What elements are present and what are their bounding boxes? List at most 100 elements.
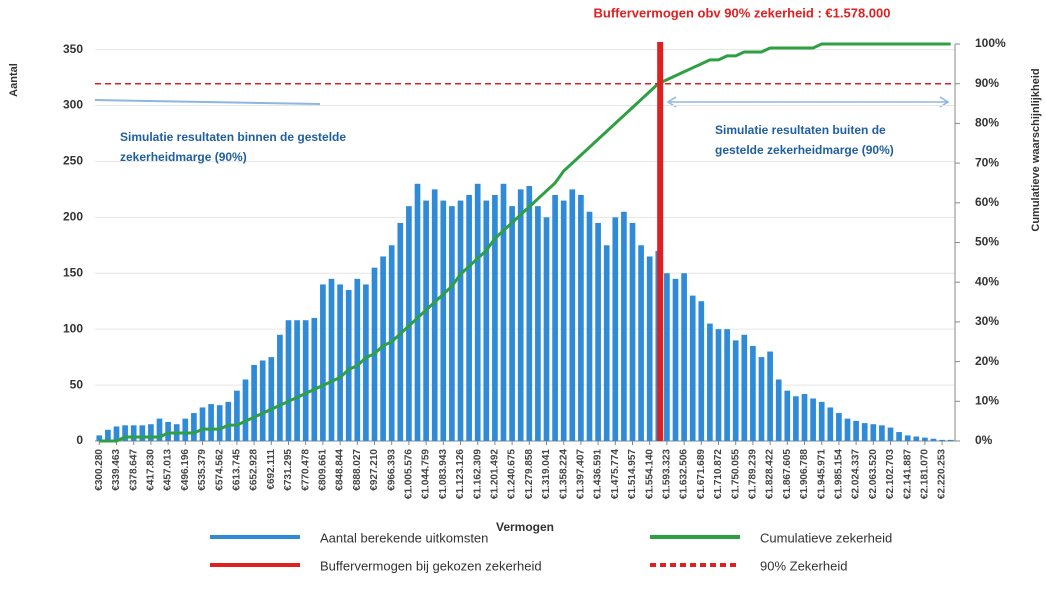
legend-label: Aantal berekende uitkomsten [320, 530, 488, 545]
bar [707, 323, 713, 441]
bar [500, 183, 507, 441]
bar [156, 418, 163, 441]
bar [724, 329, 730, 441]
x-tick-label: €1.201.492 [490, 449, 501, 499]
bar [474, 183, 481, 441]
bar [784, 390, 791, 441]
x-tick-label: €1.554.140 [644, 449, 655, 499]
bar [560, 200, 567, 441]
x-tick-label: €731.295 [283, 449, 294, 491]
x-tick-label: €1.436.591 [593, 449, 604, 499]
y2-tick-label: 20% [975, 354, 999, 368]
x-tick-label: €613.745 [232, 449, 243, 491]
annotation: Simulatie resultaten buiten de [715, 123, 886, 137]
bar [380, 256, 386, 441]
x-tick-label: €1.475.774 [610, 449, 621, 499]
x-tick-label: €1.710.872 [713, 449, 724, 499]
bar [483, 200, 490, 441]
bar [449, 206, 455, 441]
bar [182, 418, 189, 441]
y-tick-label: 100 [63, 321, 83, 335]
x-tick-label: €1.005.576 [404, 449, 415, 499]
x-tick-label: €2.102.703 [885, 449, 896, 499]
x-tick-label: €1.671.689 [696, 449, 707, 499]
bar [302, 320, 309, 441]
x-tick-label: €417.830 [146, 449, 157, 491]
bar [354, 278, 361, 441]
bar [552, 194, 558, 441]
bar [130, 425, 137, 441]
x-tick-label: €1.514.957 [627, 449, 638, 499]
cumulative-line [99, 42, 951, 443]
bar [526, 186, 533, 441]
bar [268, 357, 275, 441]
bar [586, 211, 593, 441]
bar [509, 206, 515, 441]
bar [913, 436, 920, 441]
bar [543, 217, 550, 441]
bar [836, 413, 842, 441]
bar [904, 435, 911, 441]
x-tick-label: €1.945.971 [816, 449, 827, 499]
bar [612, 217, 619, 441]
x-tick-label: €378.647 [128, 449, 139, 491]
bar [165, 421, 171, 441]
y-tick-label: 250 [63, 154, 83, 168]
x-tick-label: €1.358.224 [558, 449, 569, 499]
legend-label: 90% Zekerheid [760, 558, 847, 573]
bar [423, 200, 429, 441]
x-tick-label: €652.928 [249, 449, 260, 491]
x-tick-label: €300.280 [94, 449, 105, 491]
bar [827, 407, 834, 441]
annotation: Simulatie resultaten binnen de gestelde [120, 130, 346, 144]
x-tick-label: €848.844 [335, 449, 346, 491]
bar [638, 245, 644, 441]
bar [311, 317, 318, 441]
annotation: gestelde zekerheidmarge (90%) [715, 143, 894, 157]
x-tick-label: €1.319.041 [541, 449, 552, 499]
x-tick-label: €1.632.506 [679, 449, 690, 499]
bar [698, 301, 705, 441]
bar [345, 290, 352, 441]
bar [621, 211, 627, 441]
bar [191, 413, 197, 441]
bar [603, 245, 610, 441]
bar [148, 424, 154, 441]
x-tick-label: €927.210 [369, 449, 380, 491]
y2-tick-label: 50% [975, 235, 999, 249]
bar [492, 194, 498, 441]
y2-tick-label: 70% [975, 155, 999, 169]
x-tick-label: €2.141.887 [902, 449, 913, 499]
x-tick-label: €1.240.675 [507, 449, 518, 499]
bar [672, 278, 679, 441]
x-tick-label: €888.027 [352, 449, 363, 491]
bar [569, 189, 576, 441]
x-tick-label: €1.867.605 [782, 449, 793, 499]
bar [535, 206, 541, 441]
bar [139, 425, 146, 441]
x-tick-label: €809.661 [318, 449, 329, 491]
chart-title: Buffervermogen obv 90% zekerheid : €1.57… [594, 5, 891, 20]
y2-tick-label: 90% [975, 76, 999, 90]
bar [818, 401, 825, 441]
x-tick-label: €1.828.422 [765, 449, 776, 499]
x-tick-label: €496.196 [180, 449, 191, 491]
bar [741, 334, 748, 441]
bar [939, 439, 945, 441]
bar [758, 357, 765, 441]
bar [337, 284, 343, 441]
x-tick-label: €2.063.520 [868, 449, 879, 499]
bar [328, 278, 335, 441]
x-tick-label: €692.111 [266, 449, 277, 490]
bar [646, 256, 653, 441]
bar [113, 426, 120, 441]
bar [681, 273, 687, 441]
bar [844, 418, 851, 441]
bar [732, 340, 739, 441]
y-tick-label: 350 [63, 42, 83, 56]
bar [208, 404, 214, 441]
x-tick-label: €1.083.943 [438, 449, 449, 499]
y2-tick-label: 30% [975, 314, 999, 328]
y-tick-label: 200 [63, 210, 83, 224]
